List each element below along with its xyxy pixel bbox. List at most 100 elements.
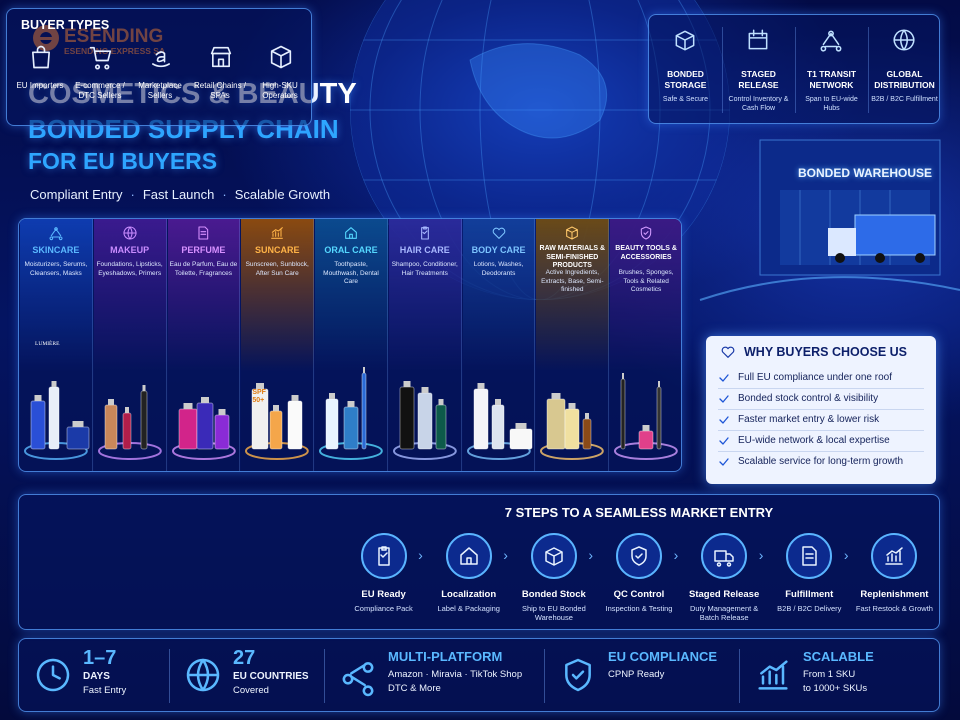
product	[638, 430, 654, 450]
product	[269, 410, 283, 450]
icon	[545, 547, 563, 566]
icon	[420, 226, 429, 240]
category-name: MAKEUP	[110, 245, 150, 255]
product	[178, 408, 198, 450]
product-group	[97, 385, 162, 460]
icon	[186, 658, 220, 692]
separator: ·	[222, 187, 227, 202]
stat-line: Amazon · Miravia · TikTok Shop	[388, 669, 523, 680]
why-panel: WHY BUYERS CHOOSE US Full EU compliance u…	[706, 336, 936, 484]
product-label: SPF 50+	[252, 389, 266, 404]
product	[287, 400, 303, 450]
divider	[324, 649, 325, 703]
product-cap	[438, 399, 444, 405]
step-desc: Inspection & Testing	[605, 604, 673, 613]
product-cap	[363, 367, 366, 373]
product-group	[319, 367, 383, 460]
tagline: Scalable Growth	[234, 187, 331, 202]
divider	[795, 27, 796, 113]
step-name: Localization	[441, 589, 497, 600]
buyer-type: E-commerce / DTC Sellers	[75, 81, 125, 100]
icon	[345, 227, 357, 239]
arrow: ›	[503, 547, 508, 563]
product-group	[614, 373, 678, 460]
product-cap	[658, 381, 661, 387]
feature-panel: BONDED STORAGE Safe & Secure STAGED RELEAS…	[648, 14, 940, 124]
stat-line: to 1000+ SKUs	[803, 683, 868, 694]
divider	[718, 451, 924, 452]
stat-headline: EU COMPLIANCE	[608, 649, 718, 664]
product-cap	[585, 413, 590, 419]
product-cap	[622, 373, 625, 379]
icon	[748, 29, 768, 50]
step-name: Replenishment	[860, 589, 929, 600]
product	[30, 400, 46, 450]
step-desc: Compliance Pack	[354, 604, 413, 613]
divider	[544, 649, 545, 703]
stat-line: DTC & More	[388, 683, 441, 694]
product	[399, 386, 415, 450]
step-desc: Ship to EU Bonded Warehouse	[521, 604, 586, 622]
product	[325, 398, 339, 450]
divider	[718, 409, 924, 410]
buyer-type: EU Importers	[16, 81, 64, 90]
product-cap	[421, 387, 429, 393]
category-desc: Moisturizers, Serums, Cleansers, Masks	[24, 261, 88, 277]
feature-desc: Span to EU-wide Hubs	[805, 96, 858, 112]
feature-title: GLOBAL DISTRIBUTION	[874, 69, 935, 90]
buyer-types-title: BUYER TYPES	[21, 18, 110, 32]
divider	[739, 649, 740, 703]
tagline: Compliant Entry	[30, 187, 123, 202]
icon	[198, 226, 209, 240]
why-item: Full EU compliance under one roof	[738, 372, 892, 383]
step-circle	[871, 533, 918, 579]
category-desc: Active Ingredients, Extracts, Base, Semi…	[541, 269, 604, 293]
buyer-type: Retail Chains / SPAs	[193, 81, 247, 100]
icon	[342, 662, 374, 697]
product-group	[171, 397, 236, 460]
icon	[565, 658, 591, 692]
product-group	[540, 393, 605, 460]
category-desc: Sunscreen, Sunblock, After Sun Care	[245, 261, 309, 277]
product-cap	[218, 409, 226, 415]
product-cap	[107, 399, 114, 405]
icon	[32, 45, 50, 69]
product-cap	[72, 421, 84, 427]
stat-line: EU COUNTRIES	[233, 671, 309, 682]
category-panel: SKINCARE Moisturizers, Serums, Cleansers,…	[18, 218, 682, 472]
divider	[722, 27, 723, 113]
product	[435, 404, 447, 450]
product-cap	[515, 423, 527, 429]
divider	[718, 388, 924, 389]
stat-headline: 27	[233, 647, 256, 669]
feature-desc: Control Inventory & Cash Flow	[728, 96, 789, 112]
category-desc: Eau de Parfum, Eau de Toilette, Fragranc…	[169, 261, 238, 277]
icon	[89, 46, 112, 70]
category-name: SKINCARE	[32, 245, 80, 255]
category-name: SUNCARE	[254, 245, 300, 255]
icon	[719, 437, 729, 445]
why-item: Scalable service for long-term growth	[738, 456, 904, 467]
step-circle	[445, 533, 492, 579]
warehouse-sign: BONDED WAREHOUSE	[797, 166, 932, 180]
product	[473, 388, 489, 450]
process-panel: 7 STEPS TO A SEAMLESS MARKET ENTRY › EU Re…	[18, 494, 940, 630]
icon	[675, 30, 695, 51]
icon	[152, 51, 170, 68]
divider	[868, 27, 869, 113]
step-circle	[786, 533, 833, 579]
product-cap	[551, 393, 561, 399]
product-cap	[273, 405, 280, 411]
buyer-type: Marketplace Sellers	[138, 81, 182, 100]
icon	[566, 226, 579, 240]
step-name: Fulfillment	[785, 589, 834, 600]
product	[214, 414, 230, 450]
category-name: ORAL CARE	[324, 245, 378, 255]
step-name: Bonded Stock	[521, 589, 586, 600]
product-cap	[403, 381, 411, 387]
icon	[270, 45, 292, 69]
feature-desc: Safe & Secure	[662, 96, 709, 103]
why-item: Faster market entry & lower risk	[738, 414, 880, 425]
product	[122, 412, 132, 450]
